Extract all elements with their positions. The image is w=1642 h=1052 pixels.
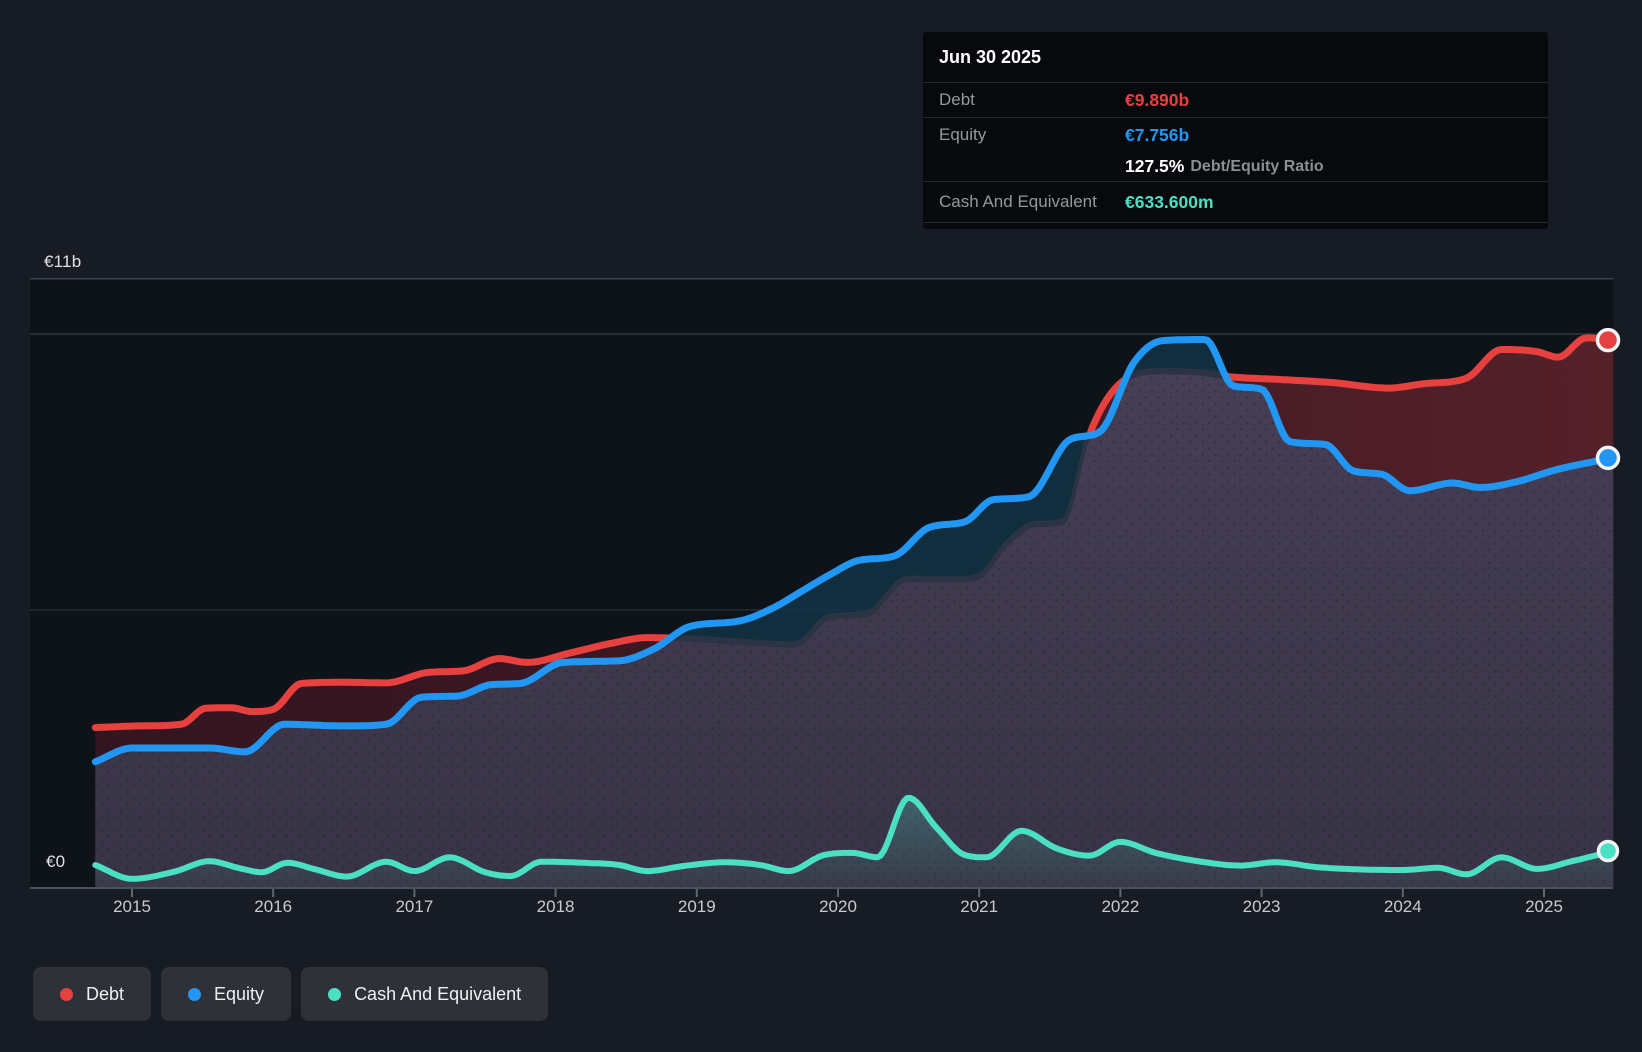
- x-tick-label-2019: 2019: [677, 897, 716, 916]
- tooltip-row-value: 127.5%: [1125, 156, 1185, 176]
- x-tick-label-2016: 2016: [254, 897, 293, 916]
- legend: Debt Equity Cash And Equivalent: [33, 967, 549, 1021]
- tooltip-row-value: €9.890b: [1125, 89, 1190, 110]
- end-marker-equity[interactable]: [1595, 445, 1621, 471]
- legend-label: Cash And Equivalent: [354, 983, 522, 1004]
- tooltip-panel: Jun 30 2025 Debt €9.890b Equity €7.756b 127.…: [923, 32, 1548, 229]
- tooltip-row: Cash And Equivalent €633.600m: [923, 181, 1548, 222]
- end-marker-debt[interactable]: [1595, 327, 1621, 353]
- tooltip-ratio-caption: Debt/Equity Ratio: [1190, 157, 1324, 175]
- tooltip-date: Jun 30 2025: [939, 46, 1042, 67]
- legend-chip-equity[interactable]: Equity: [161, 967, 292, 1021]
- x-tick-label-2017: 2017: [395, 897, 434, 916]
- y-axis-label-zero: €0: [46, 852, 66, 871]
- legend-chip-cash-and-equivalent[interactable]: Cash And Equivalent: [301, 967, 549, 1021]
- x-tick-label-2021: 2021: [960, 897, 999, 916]
- y-axis-label-max: €11b: [44, 252, 82, 271]
- x-tick-label-2018: 2018: [536, 897, 575, 916]
- tooltip-row-value: €7.756b: [1125, 124, 1190, 145]
- tooltip-row-ratio: 127.5% Debt/Equity Ratio: [923, 152, 1548, 181]
- x-tick-label-2024: 2024: [1383, 897, 1422, 916]
- tooltip-row-label: Cash And Equivalent: [939, 192, 1097, 211]
- legend-label: Equity: [214, 983, 265, 1004]
- legend-label: Debt: [86, 983, 125, 1004]
- tooltip-row-label: Debt: [939, 90, 975, 109]
- x-tick-label-2020: 2020: [819, 897, 857, 916]
- x-tick-label-2022: 2022: [1101, 897, 1140, 916]
- tooltip-row: Equity €7.756b: [923, 117, 1548, 152]
- tooltip-bottom-rule: [923, 222, 1548, 229]
- tooltip-row: Debt €9.890b: [923, 82, 1548, 117]
- overlap-texture: [95, 374, 1614, 888]
- equity-line: [91, 336, 1617, 766]
- end-marker-cash-and-equivalent[interactable]: [1596, 839, 1620, 863]
- legend-chip-debt[interactable]: Debt: [33, 967, 152, 1021]
- cash-line: [92, 794, 1617, 882]
- legend-dot-icon: [60, 987, 73, 1001]
- x-tick-label-2015: 2015: [113, 897, 151, 916]
- tooltip-row-label: Equity: [939, 125, 987, 144]
- x-tick-label-2023: 2023: [1242, 897, 1281, 916]
- tooltip-row-value: €633.600m: [1125, 191, 1214, 212]
- legend-dot-icon: [328, 987, 342, 1001]
- legend-dot-icon: [188, 987, 202, 1001]
- x-tick-label-2025: 2025: [1525, 897, 1563, 916]
